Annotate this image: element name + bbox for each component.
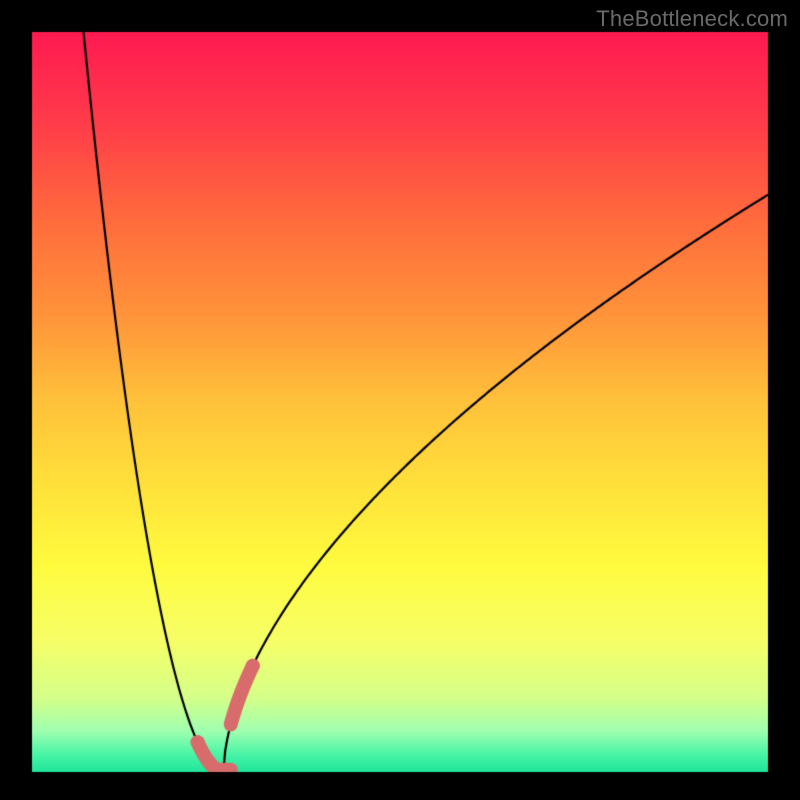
chart-stage: TheBottleneck.com	[0, 0, 800, 800]
bottleneck-curve-chart	[0, 0, 800, 800]
watermark-text: TheBottleneck.com	[596, 6, 788, 32]
